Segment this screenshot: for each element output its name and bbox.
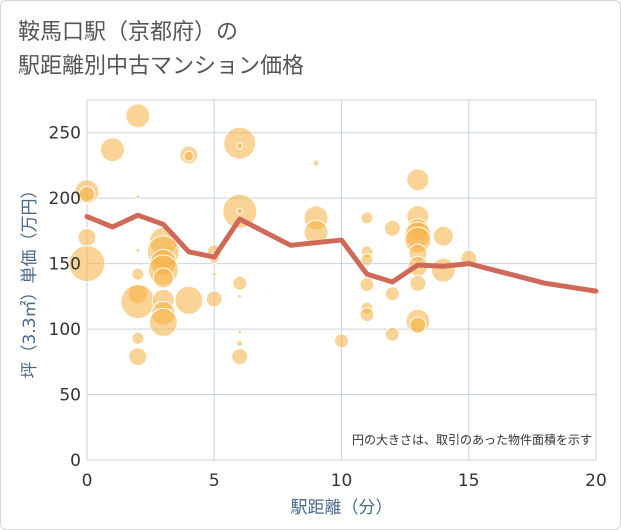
x-axis-label: 駅距離（分） [291,498,393,518]
data-bubble [236,207,244,215]
data-bubble [99,137,125,163]
data-bubble [384,326,400,342]
data-bubble [384,286,400,302]
data-bubble [432,225,454,247]
data-bubble [135,194,141,200]
data-bubble [125,103,151,129]
axes: 0 50 100 150 200 250 0 5 10 15 20 [49,124,607,491]
y-tick-label: 0 [70,451,81,471]
y-tick-label: 150 [49,255,81,275]
data-bubble [360,211,374,225]
data-bubble [135,248,141,254]
data-bubble [312,159,320,167]
data-bubble [77,227,97,247]
data-bubble [120,284,156,320]
data-bubble [359,307,375,323]
data-bubble [359,277,375,293]
chart-title-line1: 鞍馬口駅（京都府）の [18,20,239,45]
bubble-size-note: 円の大きさは、取引のあった物件面積を示す [352,432,592,447]
data-bubble [205,290,223,308]
data-bubble [78,185,96,203]
data-bubble [334,333,349,349]
data-bubble [131,267,145,281]
data-bubble [131,331,145,345]
bubble-series [68,103,478,367]
y-tick-label: 50 [59,386,81,406]
average-line-series [84,212,599,294]
data-bubble [263,331,267,335]
data-bubble [409,316,427,334]
y-axis-label: 坪（3.3㎡）単価（万円） [20,181,40,378]
data-bubble [128,347,148,367]
data-bubble [68,245,106,283]
data-bubble [148,308,178,338]
average-price-line [84,212,599,294]
data-bubble [237,293,243,299]
x-tick-label: 15 [458,471,480,491]
data-bubble [236,142,244,150]
data-bubble [232,275,248,291]
data-bubble [409,274,427,292]
data-bubble [406,168,430,192]
data-bubble [174,285,204,315]
data-bubble [211,271,217,277]
y-tick-label: 100 [49,320,81,340]
data-bubble [360,253,374,267]
data-bubble [383,219,401,237]
data-bubble [231,348,249,366]
data-bubble [236,339,244,347]
data-bubble [183,150,195,162]
data-bubble [237,329,243,335]
chart-title: 鞍馬口駅（京都府）の 駅距離別中古マンション価格 [18,16,304,84]
data-bubble [263,293,267,297]
y-tick-label: 200 [49,189,81,209]
x-tick-label: 0 [82,471,93,491]
data-bubble [430,257,456,283]
y-tick-label: 250 [49,124,81,144]
x-tick-label: 10 [331,471,353,491]
chart-title-line2: 駅距離別中古マンション価格 [18,54,305,79]
x-tick-label: 20 [585,471,607,491]
x-tick-label: 5 [209,471,220,491]
data-bubble [152,267,174,289]
